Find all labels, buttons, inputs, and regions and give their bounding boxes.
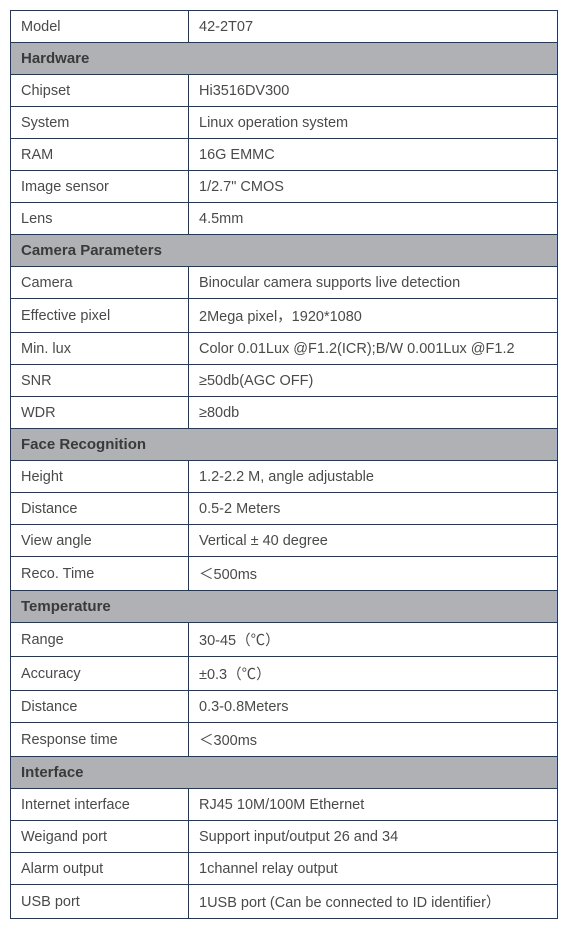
spec-label: USB port [11, 885, 189, 919]
spec-value: 0.5-2 Meters [189, 493, 558, 525]
spec-table: Model42-2T07HardwareChipsetHi3516DV300Sy… [10, 10, 558, 919]
table-row: View angleVertical ± 40 degree [11, 525, 558, 557]
section-header: Camera Parameters [11, 235, 558, 267]
spec-value: Vertical ± 40 degree [189, 525, 558, 557]
spec-label: Chipset [11, 75, 189, 107]
spec-value: ≥80db [189, 397, 558, 429]
spec-value: Linux operation system [189, 107, 558, 139]
spec-label: Response time [11, 723, 189, 757]
spec-label: Alarm output [11, 853, 189, 885]
table-row: Temperature [11, 591, 558, 623]
table-row: SNR≥50db(AGC OFF) [11, 365, 558, 397]
spec-value: ±0.3（℃） [189, 657, 558, 691]
spec-value: Support input/output 26 and 34 [189, 821, 558, 853]
spec-value: ≥50db(AGC OFF) [189, 365, 558, 397]
table-row: Internet interfaceRJ45 10M/100M Ethernet [11, 789, 558, 821]
section-header: Hardware [11, 43, 558, 75]
table-row: Interface [11, 757, 558, 789]
table-row: Model42-2T07 [11, 11, 558, 43]
spec-label: SNR [11, 365, 189, 397]
spec-label: Height [11, 461, 189, 493]
spec-value: 30-45（℃） [189, 623, 558, 657]
spec-value: Binocular camera supports live detection [189, 267, 558, 299]
spec-label: Range [11, 623, 189, 657]
spec-value: 2Mega pixel，1920*1080 [189, 299, 558, 333]
table-row: SystemLinux operation system [11, 107, 558, 139]
spec-label: View angle [11, 525, 189, 557]
spec-value: 0.3-0.8Meters [189, 691, 558, 723]
spec-label: Reco. Time [11, 557, 189, 591]
spec-value: 1USB port (Can be connected to ID identi… [189, 885, 558, 919]
spec-value: 1/2.7" CMOS [189, 171, 558, 203]
spec-label: RAM [11, 139, 189, 171]
spec-label: Model [11, 11, 189, 43]
section-header: Face Recognition [11, 429, 558, 461]
table-row: Hardware [11, 43, 558, 75]
spec-label: Effective pixel [11, 299, 189, 333]
spec-label: Lens [11, 203, 189, 235]
spec-value: Hi3516DV300 [189, 75, 558, 107]
table-row: Face Recognition [11, 429, 558, 461]
spec-label: Image sensor [11, 171, 189, 203]
table-row: Effective pixel2Mega pixel，1920*1080 [11, 299, 558, 333]
spec-value: 42-2T07 [189, 11, 558, 43]
table-row: USB port1USB port (Can be connected to I… [11, 885, 558, 919]
table-row: Camera Parameters [11, 235, 558, 267]
spec-value: 16G EMMC [189, 139, 558, 171]
table-row: Range30-45（℃） [11, 623, 558, 657]
table-row: RAM16G EMMC [11, 139, 558, 171]
spec-label: WDR [11, 397, 189, 429]
table-row: CameraBinocular camera supports live det… [11, 267, 558, 299]
table-row: Height1.2-2.2 M, angle adjustable [11, 461, 558, 493]
table-row: Distance0.5-2 Meters [11, 493, 558, 525]
table-row: Weigand portSupport input/output 26 and … [11, 821, 558, 853]
spec-value: ＜500ms [189, 557, 558, 591]
spec-value: 4.5mm [189, 203, 558, 235]
spec-label: Camera [11, 267, 189, 299]
table-row: Response time＜300ms [11, 723, 558, 757]
spec-label: Distance [11, 493, 189, 525]
spec-value: 1.2-2.2 M, angle adjustable [189, 461, 558, 493]
spec-label: System [11, 107, 189, 139]
spec-value: 1channel relay output [189, 853, 558, 885]
table-row: ChipsetHi3516DV300 [11, 75, 558, 107]
section-header: Temperature [11, 591, 558, 623]
table-row: Min. luxColor 0.01Lux @F1.2(ICR);B/W 0.0… [11, 333, 558, 365]
spec-value: RJ45 10M/100M Ethernet [189, 789, 558, 821]
table-row: Accuracy±0.3（℃） [11, 657, 558, 691]
table-row: Image sensor1/2.7" CMOS [11, 171, 558, 203]
spec-label: Min. lux [11, 333, 189, 365]
spec-value: Color 0.01Lux @F1.2(ICR);B/W 0.001Lux @F… [189, 333, 558, 365]
table-row: WDR≥80db [11, 397, 558, 429]
table-row: Alarm output1channel relay output [11, 853, 558, 885]
section-header: Interface [11, 757, 558, 789]
spec-label: Accuracy [11, 657, 189, 691]
spec-value: ＜300ms [189, 723, 558, 757]
table-row: Distance0.3-0.8Meters [11, 691, 558, 723]
table-row: Reco. Time＜500ms [11, 557, 558, 591]
spec-label: Internet interface [11, 789, 189, 821]
spec-label: Distance [11, 691, 189, 723]
spec-label: Weigand port [11, 821, 189, 853]
table-row: Lens4.5mm [11, 203, 558, 235]
